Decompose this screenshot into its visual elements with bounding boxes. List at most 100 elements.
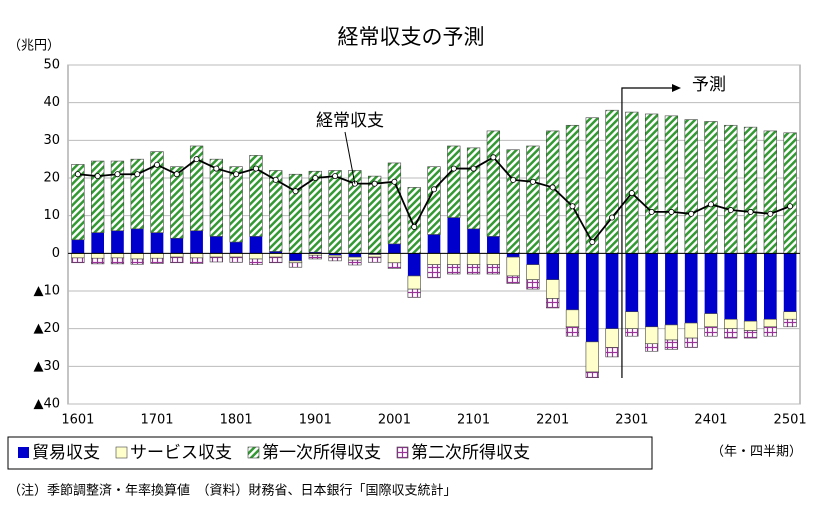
bar-segment (427, 166, 441, 235)
bar-segment (744, 253, 757, 322)
forecast-marker (621, 87, 672, 378)
bar-segment (130, 158, 144, 230)
bar-segment (664, 339, 679, 350)
legend-swatch (396, 446, 409, 459)
bar-segment (288, 173, 303, 254)
bar-segment (229, 166, 243, 243)
bar-segment (91, 257, 105, 265)
line-point (233, 171, 240, 178)
bar-segment (447, 145, 461, 218)
bar-segment (763, 253, 777, 320)
bar-segment (684, 322, 698, 339)
x-tick-label: 2401 (694, 413, 727, 428)
bar-segment (526, 145, 540, 254)
bar-segment (526, 279, 540, 290)
bar-segment (565, 124, 580, 254)
bar-segment (427, 234, 441, 254)
line-point (74, 171, 81, 178)
bar-segment (684, 119, 698, 254)
line-point (490, 154, 497, 161)
line-point (193, 156, 200, 163)
bar-segment (585, 371, 599, 378)
bar-segment (130, 228, 144, 254)
bar-segment (447, 264, 461, 275)
bar-segment (368, 254, 382, 258)
legend-label: 第二次所得収支 (411, 443, 530, 463)
bar-segment (506, 256, 520, 277)
bar-segment (170, 238, 184, 254)
bar-segment (486, 264, 500, 275)
line-point (114, 171, 121, 178)
legend-label: 貿易収支 (32, 443, 100, 463)
bar-segment (308, 254, 322, 260)
legend-swatch (115, 446, 128, 459)
bar-segment (150, 253, 164, 259)
bar-segment (110, 257, 125, 265)
bar-segment (466, 264, 481, 275)
bar-segment (783, 253, 797, 312)
legend-swatch (247, 446, 260, 459)
y-tick-label: 40 (43, 95, 60, 110)
bar-segment (130, 253, 144, 260)
bar-segment (269, 253, 283, 258)
note: （注）季節調整済・年率換算値 （資料）財務省、日本銀行「国際収支統計」 (8, 483, 457, 499)
x-tick-label: 1701 (140, 413, 173, 428)
bar-segment (368, 256, 382, 263)
bar-segment (249, 253, 263, 260)
bar-segment (704, 313, 718, 328)
bar-segment (704, 253, 718, 314)
line-point (470, 165, 477, 172)
bar-segment (526, 253, 540, 265)
bar-segment (407, 288, 421, 298)
bar-segment (269, 170, 283, 252)
bar-segment (783, 318, 797, 328)
bar-segment (783, 311, 797, 320)
x-tick-label: 2301 (615, 413, 648, 428)
bar-segment (506, 275, 520, 284)
bar-segment (466, 147, 481, 230)
bar-segment (664, 115, 679, 254)
y-tick-label: ▲30 (33, 359, 60, 374)
bar-segment (644, 343, 659, 352)
bar-segment (229, 242, 243, 254)
bar-segment (170, 256, 184, 264)
y-tick-label: 30 (43, 133, 60, 148)
bar-segment (348, 256, 362, 261)
bar-segment (249, 236, 263, 254)
bar-segment (328, 256, 342, 262)
line-point (252, 165, 259, 172)
line-point (767, 210, 774, 217)
bar-segment (526, 264, 540, 280)
bar-segment (111, 230, 124, 254)
bar-segment (170, 166, 184, 239)
y-tick-label: 20 (43, 171, 60, 186)
bar-segment (605, 109, 619, 254)
bar-segment (447, 253, 461, 265)
line-point (688, 210, 695, 217)
line-point (529, 178, 536, 185)
bar-segment (388, 243, 401, 254)
bar-segment (150, 232, 164, 254)
line-point (332, 173, 339, 180)
bar-segment (249, 258, 263, 265)
line-point (569, 203, 576, 210)
bar-segment (763, 318, 777, 328)
y-unit: （兆円） (8, 39, 60, 54)
bar-segment (724, 124, 738, 254)
bar-segment (110, 253, 125, 259)
bar-segment (684, 337, 698, 348)
bar-segment (91, 232, 105, 254)
bar-segment (565, 309, 580, 328)
bar-segment (189, 257, 204, 264)
line-point (134, 171, 141, 178)
line-point (450, 165, 457, 172)
bar-segment (91, 253, 105, 259)
bar-segment (229, 253, 243, 258)
x-tick-label: 2101 (457, 413, 490, 428)
bar-segment (210, 236, 223, 254)
bar-segment (684, 253, 698, 324)
bar-segment (170, 253, 184, 258)
line-point (707, 201, 714, 208)
bar-segment (487, 236, 500, 254)
bar-segment (506, 253, 520, 258)
